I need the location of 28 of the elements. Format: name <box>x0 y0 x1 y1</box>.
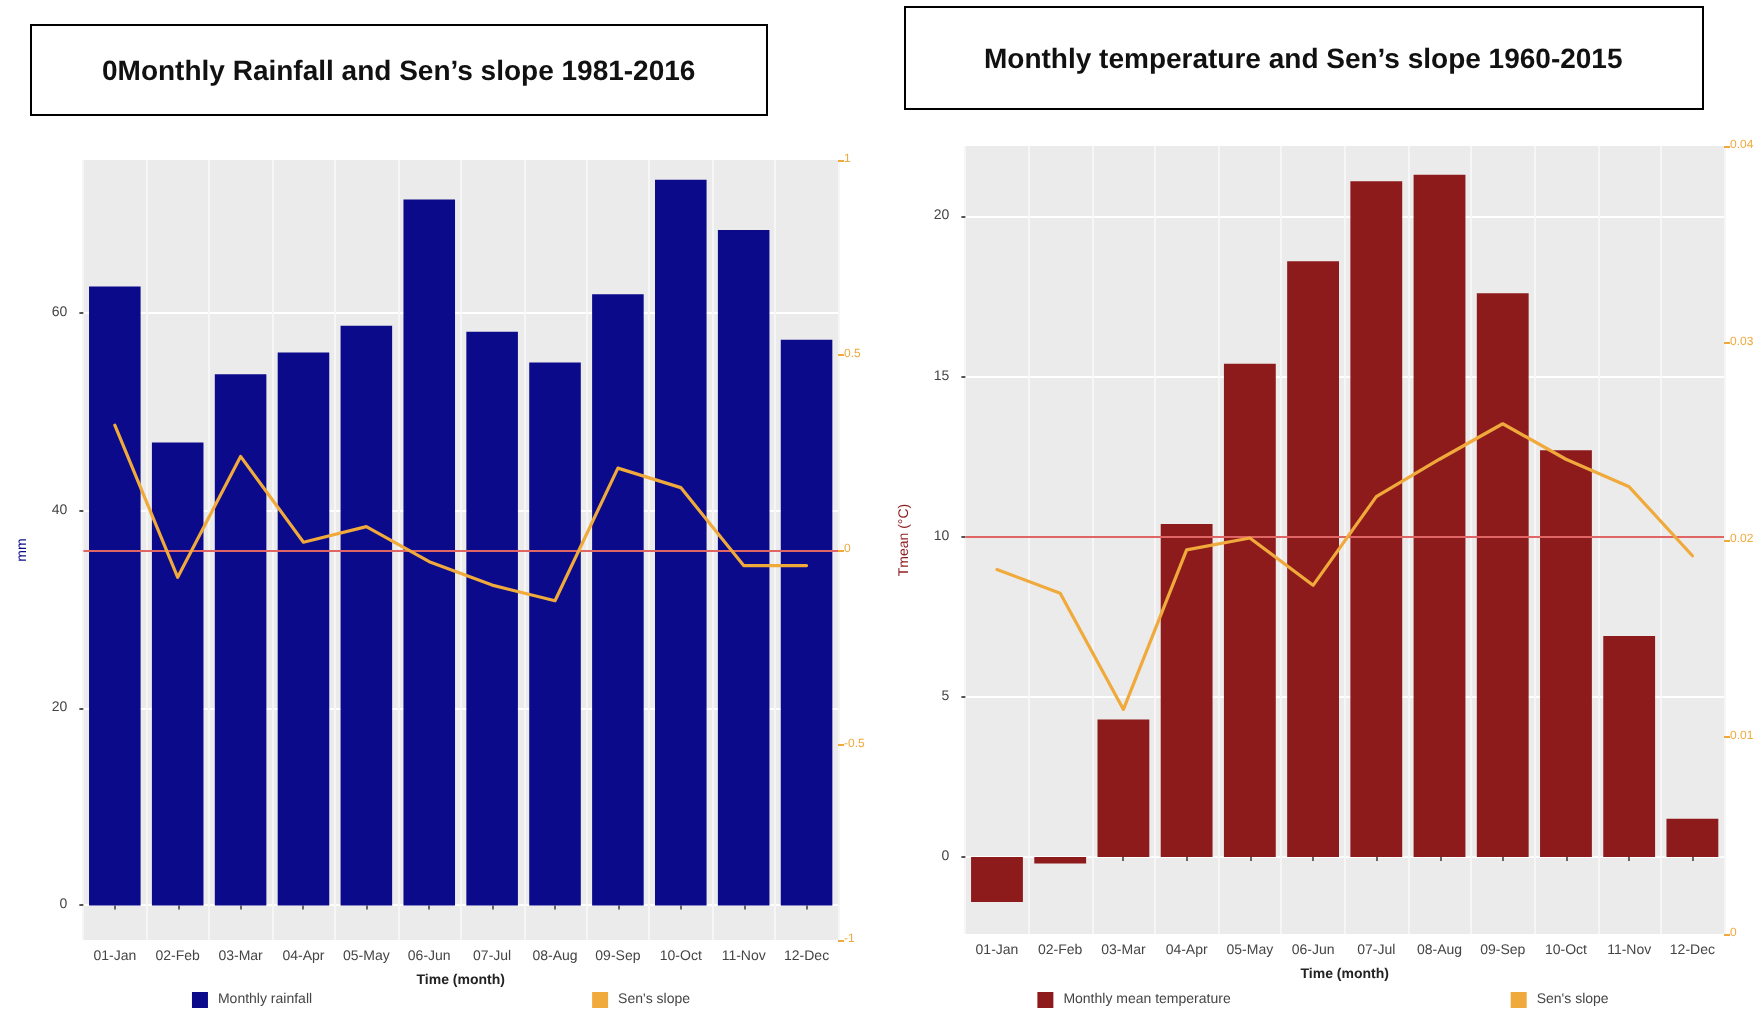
bar <box>1476 293 1529 858</box>
bar <box>1666 818 1719 858</box>
bar <box>655 179 707 906</box>
bar <box>1540 450 1592 858</box>
bar <box>1160 523 1213 858</box>
bar <box>151 442 204 906</box>
bar <box>340 325 393 906</box>
bar <box>1097 719 1150 858</box>
line-series <box>995 422 1694 712</box>
bar <box>1223 363 1276 858</box>
bar <box>1350 181 1403 858</box>
chart-title: Monthly temperature and Sen’s slope 1960-2015 <box>984 42 1623 74</box>
bar <box>717 230 770 906</box>
bar <box>1413 174 1466 858</box>
bar <box>780 339 833 906</box>
bar <box>1034 857 1087 864</box>
bar <box>277 352 330 906</box>
bar <box>971 857 1023 902</box>
bar <box>529 362 581 906</box>
bar <box>592 294 644 906</box>
line-series <box>113 423 809 603</box>
bar <box>89 286 141 906</box>
chart-title: 0Monthly Rainfall and Sen’s slope 1981-2016 <box>102 54 696 86</box>
bar <box>403 199 456 906</box>
bar <box>466 331 518 906</box>
bar <box>1603 636 1656 858</box>
bar <box>1287 261 1339 858</box>
bar <box>214 374 267 906</box>
